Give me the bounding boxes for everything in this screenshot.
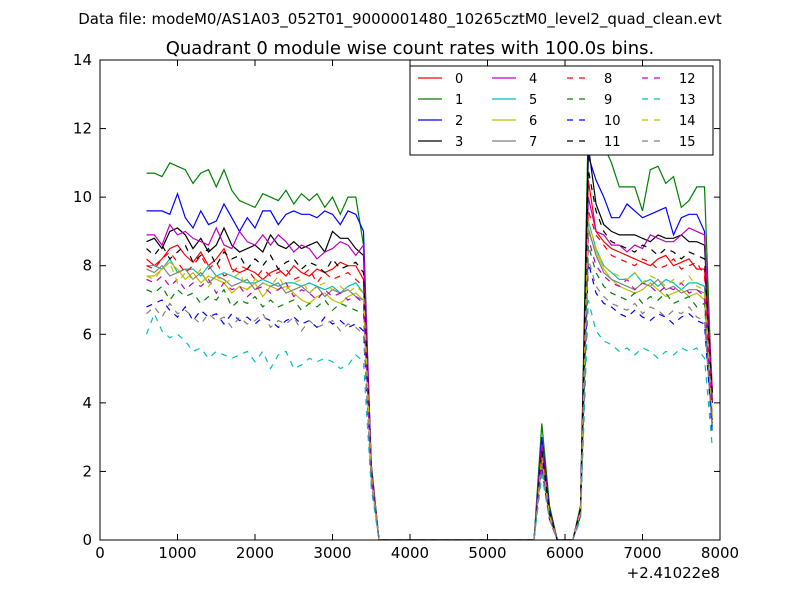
legend-item-14: 14 [642,114,696,129]
legend-item-1: 1 [418,93,463,108]
legend-label: 12 [679,72,696,87]
series-line-8 [146,210,713,540]
legend-box [409,65,714,156]
x-tick-label: 4000 [391,544,429,562]
y-tick-label: 6 [82,325,92,343]
legend-item-15: 15 [642,135,696,150]
legend-item-4: 4 [492,72,537,87]
y-tick-label: 14 [73,51,92,69]
x-tick-label: 2000 [236,544,274,562]
y-tick-label: 2 [82,462,92,480]
series-line-5 [146,220,713,540]
legend-item-8: 8 [567,72,612,87]
legend-item-10: 10 [567,114,621,129]
legend-item-0: 0 [418,72,463,87]
series-line-15 [146,258,713,540]
x-tick-label: 1000 [158,544,196,562]
x-tick-label: 6000 [546,544,584,562]
x-axis-ticks: 0 1000 2000 3000 4000 5000 6000 7000 8000 [95,60,739,562]
legend-item-7: 7 [492,135,537,150]
series-line-14 [146,220,713,540]
legend-item-12: 12 [642,72,696,87]
series-line-12 [146,238,713,540]
y-tick-label: 10 [73,188,92,206]
legend-item-2: 2 [418,114,463,129]
y-tick-label: 0 [82,531,92,549]
legend-label: 6 [529,114,537,129]
series-line-13 [145,299,713,540]
legend-label: 0 [455,72,463,87]
legend-item-3: 3 [418,135,463,150]
legend-label: 10 [604,114,621,129]
legend-label: 9 [604,93,612,108]
legend-label: 14 [679,114,696,129]
legend-item-13: 13 [642,93,696,108]
chart-title: Quadrant 0 module wise count rates with … [166,38,655,59]
legend-label: 11 [604,135,621,150]
legend-label: 15 [679,135,696,150]
legend-label: 3 [455,135,463,150]
y-tick-label: 12 [73,120,92,138]
x-axis-offset-label: +2.41022e8 [627,564,720,582]
series-line-0 [146,179,713,540]
series-line-2 [146,155,713,540]
series-line-11 [146,169,713,540]
x-tick-label: 0 [95,544,105,562]
legend-label: 2 [455,114,463,129]
x-tick-label: 8000 [701,544,739,562]
legend-item-5: 5 [492,93,537,108]
y-tick-label: 4 [82,394,92,412]
series-layer [145,119,713,540]
x-tick-label: 5000 [468,544,506,562]
legend-label: 1 [455,93,463,108]
x-tick-label: 7000 [623,544,661,562]
legend-label: 4 [529,72,537,87]
series-line-4 [146,196,713,540]
legend-item-6: 6 [492,114,537,129]
legend-label: 8 [604,72,612,87]
series-line-10 [146,262,713,540]
legend-label: 13 [679,93,696,108]
legend-label: 7 [529,135,537,150]
series-line-1 [146,119,713,540]
series-line-6 [146,231,713,540]
legend-item-9: 9 [567,93,612,108]
y-tick-label: 8 [82,257,92,275]
legend-item-11: 11 [567,135,621,150]
series-line-7 [146,227,713,540]
figure-suptitle: Data file: modeM0/AS1A03_052T01_90000014… [78,10,722,29]
x-tick-label: 3000 [313,544,351,562]
series-line-3 [146,145,713,540]
legend-label: 5 [529,93,537,108]
